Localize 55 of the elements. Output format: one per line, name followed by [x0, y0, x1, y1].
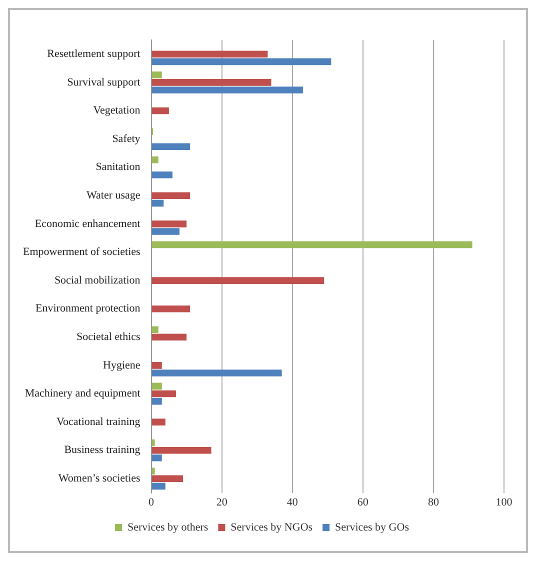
bar — [152, 468, 155, 474]
x-tick-label: 60 — [357, 496, 369, 508]
bar — [152, 362, 162, 369]
bar — [152, 200, 164, 207]
bar — [152, 398, 162, 405]
bar — [152, 482, 166, 490]
bar — [152, 192, 190, 200]
bar — [152, 382, 162, 390]
bar — [152, 107, 169, 114]
bar — [152, 454, 162, 462]
bar — [152, 72, 162, 78]
legend-label: Services by others — [128, 521, 208, 534]
bar — [152, 172, 172, 178]
bar — [152, 370, 282, 376]
y-tick-label: Vegetation — [93, 104, 141, 117]
y-tick-label: Social mobilization — [54, 274, 141, 286]
bar — [152, 241, 472, 248]
bar — [152, 475, 184, 482]
bar — [152, 228, 180, 235]
bar — [152, 439, 155, 446]
x-tick-label: 80 — [428, 496, 440, 508]
bar — [152, 418, 166, 426]
legend-label: Services by NGOs — [230, 521, 313, 534]
y-tick-label: Water usage — [86, 190, 140, 202]
bar — [152, 86, 303, 94]
y-tick-label: Hygiene — [103, 359, 140, 372]
y-tick-label: Safety — [112, 132, 141, 145]
bar — [152, 390, 176, 398]
bar — [152, 326, 158, 333]
x-tick-label: 40 — [286, 496, 298, 508]
x-tick-label: 100 — [496, 496, 513, 508]
bar — [152, 334, 187, 341]
bar — [152, 50, 268, 58]
y-tick-label: Business training — [64, 444, 141, 456]
bar — [152, 156, 158, 164]
y-tick-label: Vocational training — [56, 416, 141, 428]
bar — [152, 143, 190, 150]
bar — [152, 277, 324, 284]
bar — [152, 79, 272, 86]
x-tick-label: 20 — [216, 496, 228, 508]
bar — [152, 446, 212, 454]
bar — [152, 58, 332, 66]
y-tick-label: Resettlement support — [47, 48, 140, 60]
y-tick-label: Survival support — [67, 76, 140, 88]
bar — [152, 220, 187, 228]
x-tick-label: 0 — [148, 496, 155, 508]
bar — [152, 305, 190, 312]
y-tick-label: Environment protection — [36, 302, 141, 315]
legend-label: Services by GOs — [335, 521, 409, 534]
y-tick-label: Women’s societies — [58, 472, 140, 485]
y-tick-label: Sanitation — [96, 161, 141, 174]
y-tick-label: Machinery and equipment — [24, 388, 140, 400]
y-tick-label: Societal ethics — [76, 331, 140, 344]
y-tick-label: Empowerment of societies — [22, 246, 140, 258]
y-tick-label: Economic enhancement — [34, 218, 140, 230]
